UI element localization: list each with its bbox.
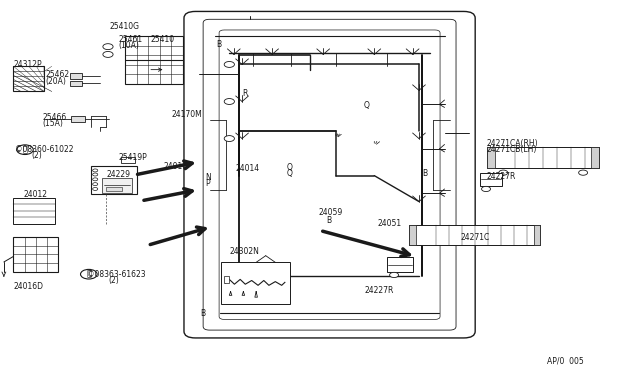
Text: N: N (205, 173, 211, 182)
Bar (410, 225, 540, 245)
Text: 24312P: 24312P (13, 60, 42, 69)
Text: 25461: 25461 (119, 35, 143, 44)
Text: Q: Q (287, 169, 292, 177)
Text: (20A): (20A) (45, 77, 67, 86)
Text: Q: Q (287, 163, 292, 172)
Bar (479, 173, 502, 186)
Text: B: B (326, 216, 332, 225)
Circle shape (103, 44, 113, 49)
Text: 24271C: 24271C (461, 233, 490, 243)
Bar (92, 166, 138, 194)
Text: Ⓢ: Ⓢ (22, 145, 28, 154)
Bar (387, 257, 413, 272)
Text: (2): (2) (31, 151, 42, 160)
Text: P: P (205, 179, 210, 188)
Circle shape (93, 187, 98, 190)
Bar (13, 198, 55, 224)
Text: ©08363-61623: ©08363-61623 (87, 270, 145, 279)
Text: 24302N: 24302N (229, 247, 259, 256)
Text: 24059: 24059 (319, 208, 343, 217)
Text: 24170M: 24170M (172, 110, 203, 119)
Bar (106, 187, 122, 191)
Bar (121, 157, 135, 163)
Text: Ⓢ: Ⓢ (86, 270, 92, 279)
Circle shape (81, 269, 97, 279)
Circle shape (17, 145, 33, 154)
Bar (70, 81, 83, 86)
Bar (224, 276, 229, 283)
Circle shape (390, 272, 399, 278)
Text: (15A): (15A) (42, 119, 63, 128)
FancyBboxPatch shape (184, 12, 475, 338)
Bar (487, 147, 495, 168)
Text: 24012: 24012 (23, 190, 47, 199)
Text: 24227R: 24227R (486, 172, 515, 181)
Bar (102, 178, 132, 193)
Text: 24010: 24010 (164, 162, 188, 171)
Text: 25462: 25462 (45, 70, 70, 79)
Circle shape (93, 178, 98, 181)
Text: 25466: 25466 (42, 113, 67, 122)
Text: 24227R: 24227R (365, 286, 394, 295)
Circle shape (103, 51, 113, 57)
Circle shape (93, 183, 98, 186)
Circle shape (224, 99, 234, 105)
Bar (125, 36, 182, 84)
Bar (410, 225, 416, 245)
Circle shape (481, 186, 490, 192)
Bar (70, 73, 83, 78)
Text: 24014: 24014 (236, 164, 260, 173)
Text: Q: Q (364, 101, 369, 110)
Circle shape (499, 170, 508, 175)
Text: (10A): (10A) (119, 41, 140, 51)
Circle shape (224, 136, 234, 141)
Text: B: B (200, 310, 205, 318)
Circle shape (579, 170, 588, 175)
Text: AP/0  005: AP/0 005 (547, 356, 584, 365)
Text: 25410: 25410 (151, 35, 175, 44)
Circle shape (93, 173, 98, 176)
Circle shape (224, 61, 234, 67)
Bar (534, 225, 540, 245)
Bar (591, 147, 599, 168)
Text: (2): (2) (108, 276, 119, 285)
Bar (487, 147, 599, 168)
Text: 24051: 24051 (378, 219, 402, 228)
Text: R: R (242, 89, 248, 98)
Text: 24016D: 24016D (13, 282, 44, 291)
Bar (71, 116, 85, 122)
Text: 24271CA(RH): 24271CA(RH) (486, 139, 538, 148)
Bar (13, 237, 58, 272)
Bar (13, 66, 44, 92)
Text: 25410G: 25410G (109, 22, 140, 31)
Text: B: B (422, 169, 428, 177)
Text: ©08360-61022: ©08360-61022 (15, 145, 73, 154)
Circle shape (93, 169, 98, 172)
Text: 24229: 24229 (106, 170, 130, 179)
Bar (221, 262, 290, 304)
Text: 25419P: 25419P (119, 153, 148, 162)
Text: 24271CB(LH): 24271CB(LH) (486, 145, 536, 154)
Text: B: B (216, 40, 221, 49)
